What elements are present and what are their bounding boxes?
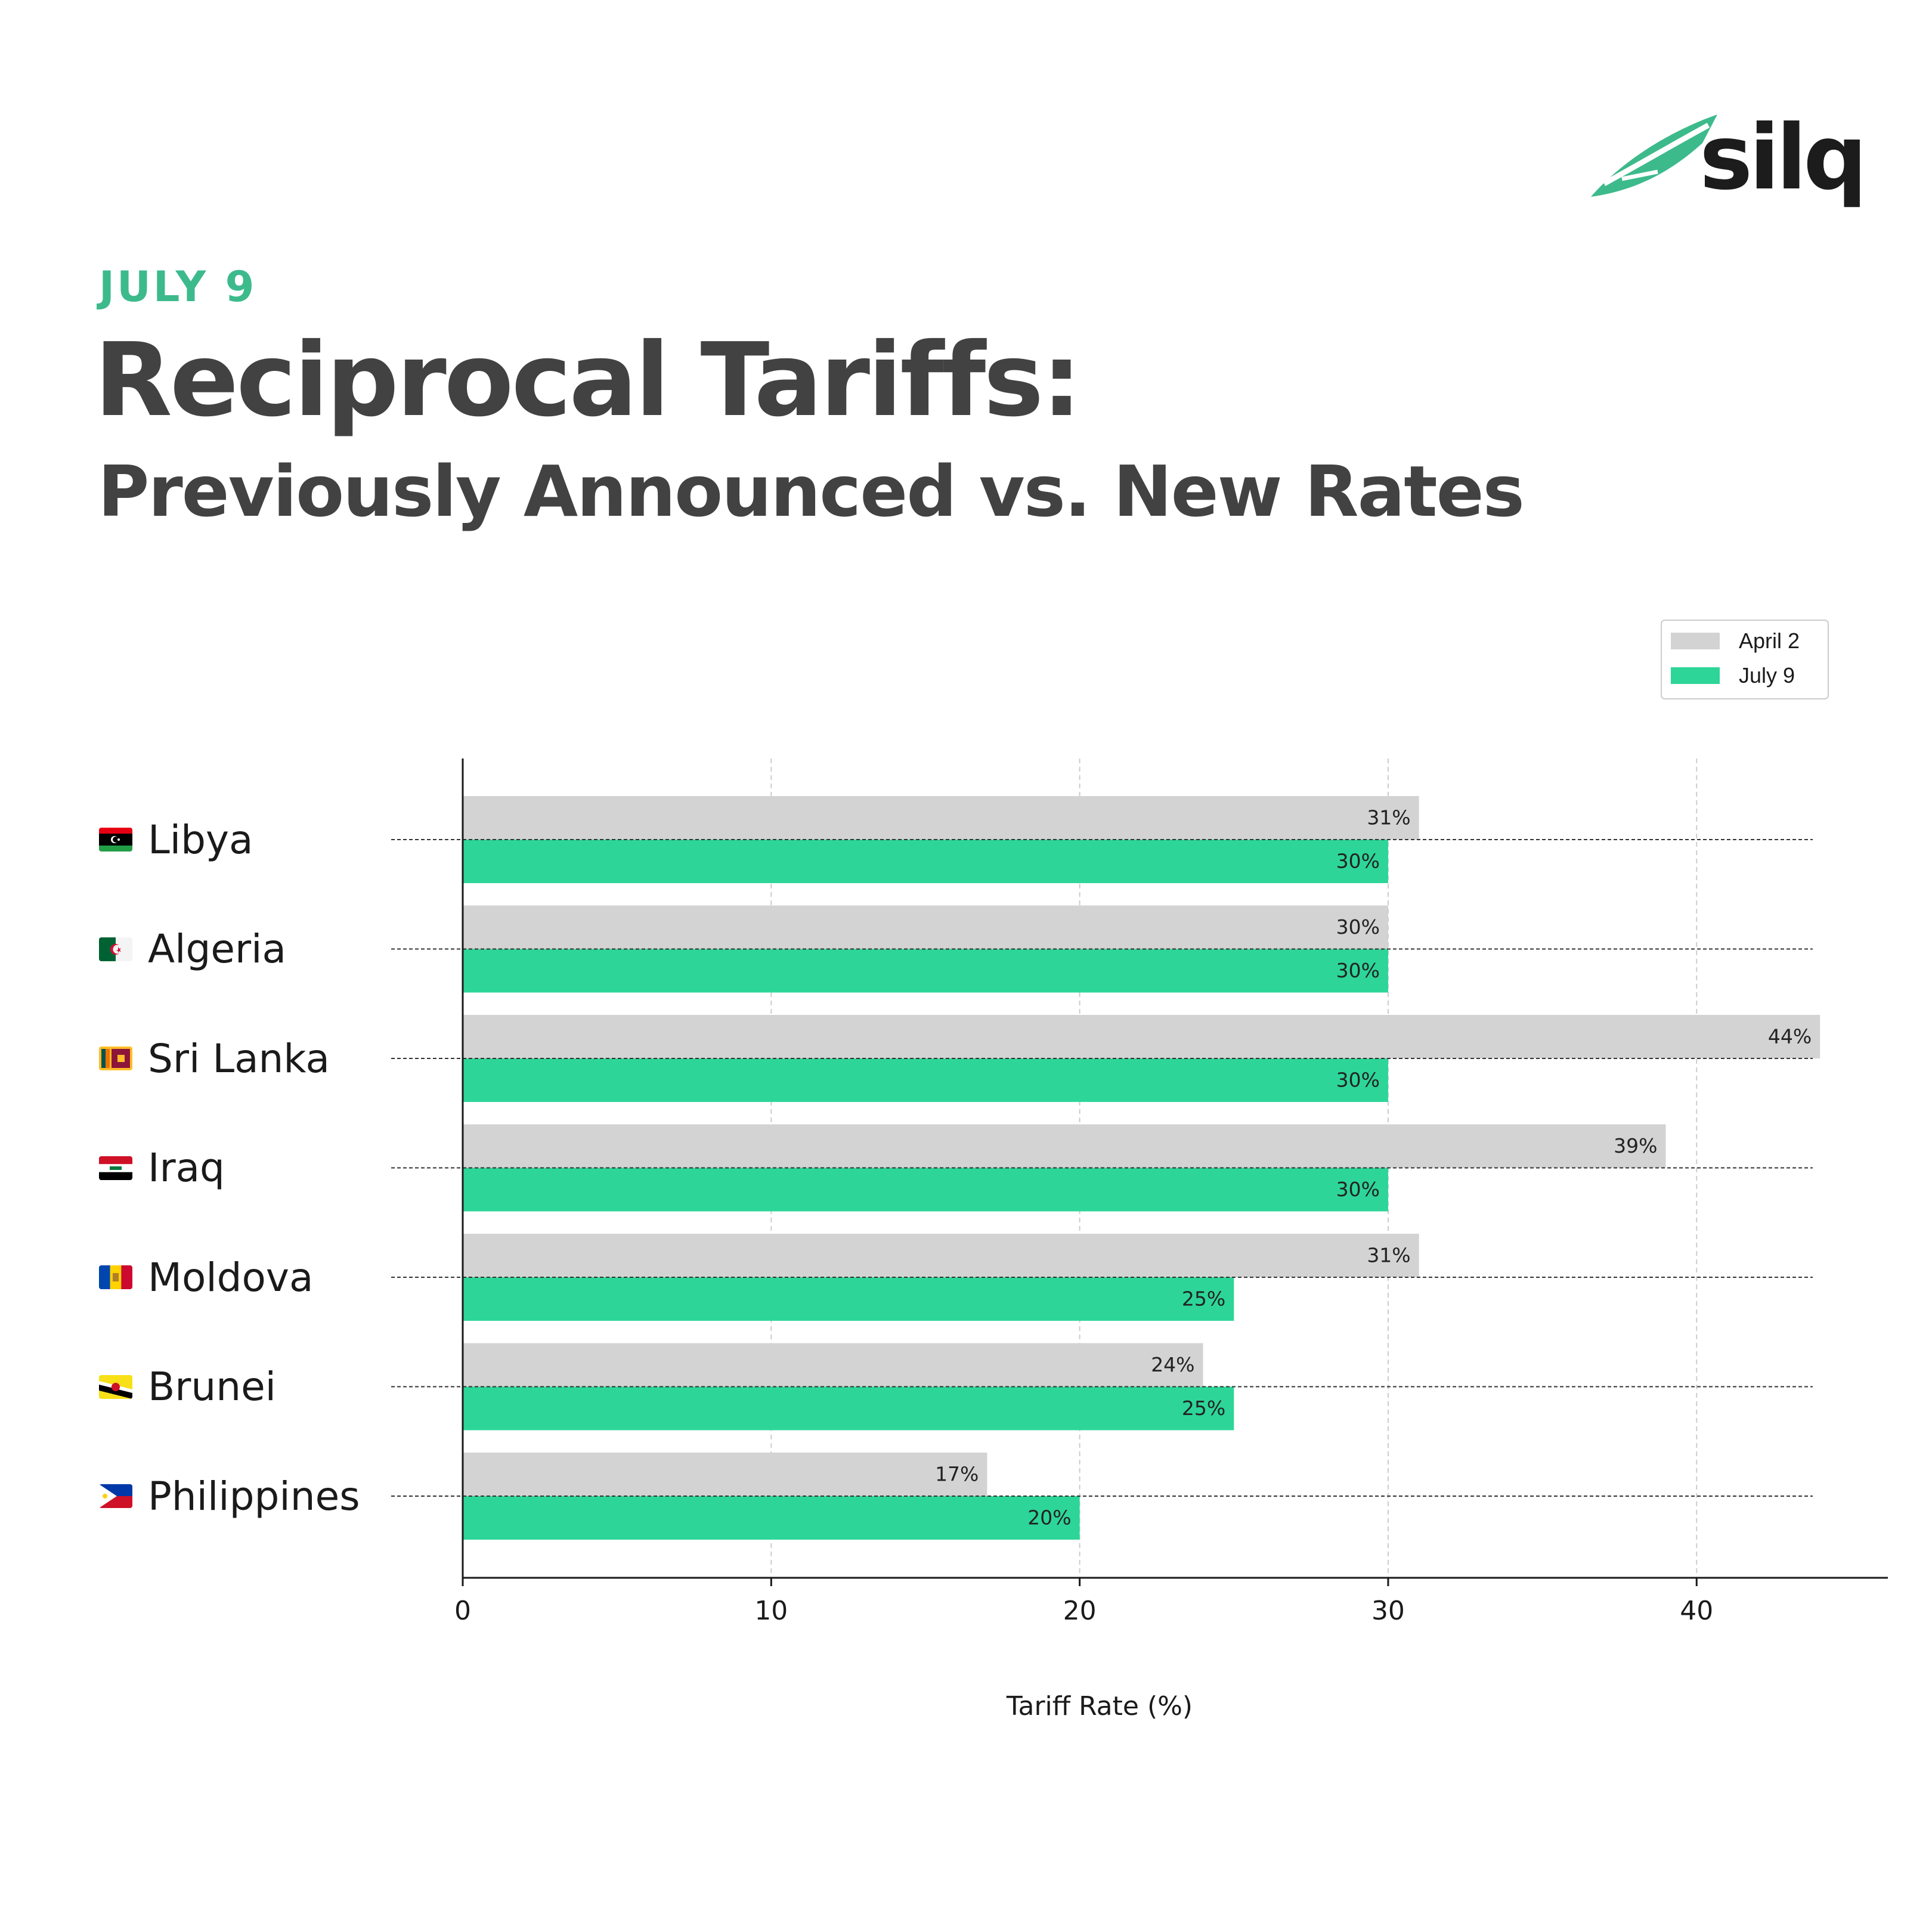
x-axis-title: Tariff Rate (%): [1006, 1691, 1193, 1722]
data-label-april-2: 24%: [1151, 1353, 1194, 1376]
x-tick-label: 20: [1063, 1596, 1097, 1626]
brand-name: silq: [1699, 106, 1867, 210]
date-label: JULY 9: [99, 262, 257, 311]
bar-july-9: [463, 1496, 1080, 1540]
data-label-july-9: 30%: [1336, 959, 1380, 982]
bar-july-9: [463, 840, 1388, 883]
data-label-july-9: 30%: [1336, 850, 1380, 873]
sri-lanka-flag-icon: [99, 1046, 132, 1070]
silq-logo-icon: [1591, 114, 1717, 197]
legend-swatch: [1671, 633, 1720, 649]
x-tick-label: 0: [454, 1596, 471, 1626]
philippines-flag-icon: [99, 1484, 132, 1508]
data-label-april-2: 44%: [1768, 1025, 1812, 1048]
country-name: Brunei: [148, 1364, 277, 1410]
country-label: Philippines: [99, 1469, 360, 1523]
country-name: Algeria: [148, 926, 286, 972]
bar-april-2: [463, 1453, 987, 1496]
iraq-flag-icon: [99, 1156, 132, 1180]
moldova-flag-icon: [99, 1265, 132, 1289]
bar-july-9: [463, 949, 1388, 993]
bar-april-2: [463, 796, 1419, 840]
bar-july-9: [463, 1058, 1388, 1102]
country-label: Libya: [99, 813, 253, 866]
data-label-april-2: 39%: [1614, 1134, 1657, 1157]
legend-label: July 9: [1739, 663, 1795, 688]
bar-april-2: [463, 905, 1388, 949]
data-label-july-9: 25%: [1182, 1287, 1225, 1311]
bar-april-2: [463, 1124, 1666, 1168]
bar-july-9: [463, 1386, 1234, 1431]
page-subtitle: Previously Announced vs. New Rates: [98, 450, 1525, 532]
x-tick-label: 40: [1680, 1596, 1713, 1626]
bar-april-2: [463, 1015, 1820, 1058]
bar-july-9: [463, 1168, 1388, 1212]
data-label-july-9: 30%: [1336, 1069, 1380, 1092]
country-name: Moldova: [148, 1254, 314, 1301]
country-label: Moldova: [99, 1250, 313, 1304]
data-label-july-9: 25%: [1182, 1397, 1225, 1420]
libya-flag-icon: [99, 828, 132, 852]
country-name: Libya: [148, 816, 253, 863]
data-label-april-2: 30%: [1336, 915, 1380, 939]
x-tick-label: 30: [1371, 1596, 1405, 1626]
data-label-april-2: 17%: [935, 1463, 979, 1486]
country-label: Iraq: [99, 1141, 225, 1195]
x-tick-label: 10: [754, 1596, 788, 1626]
data-label-july-9: 30%: [1336, 1178, 1380, 1201]
data-label-april-2: 31%: [1367, 1244, 1410, 1267]
country-name: Sri Lanka: [148, 1035, 330, 1082]
bar-july-9: [463, 1277, 1234, 1321]
legend-label: April 2: [1739, 628, 1800, 653]
legend-swatch: [1671, 667, 1720, 684]
data-label-july-9: 20%: [1027, 1506, 1071, 1530]
country-label: Sri Lanka: [99, 1032, 330, 1085]
algeria-flag-icon: [99, 937, 132, 961]
data-label-april-2: 31%: [1367, 806, 1410, 829]
country-name: Philippines: [148, 1473, 360, 1519]
brunei-flag-icon: [99, 1374, 132, 1399]
country-label: Algeria: [99, 922, 286, 976]
bar-april-2: [463, 1234, 1419, 1277]
country-label: Brunei: [99, 1360, 276, 1414]
page-title: Reciprocal Tariffs:: [94, 321, 1082, 439]
country-name: Iraq: [148, 1145, 225, 1191]
bar-april-2: [463, 1343, 1203, 1387]
